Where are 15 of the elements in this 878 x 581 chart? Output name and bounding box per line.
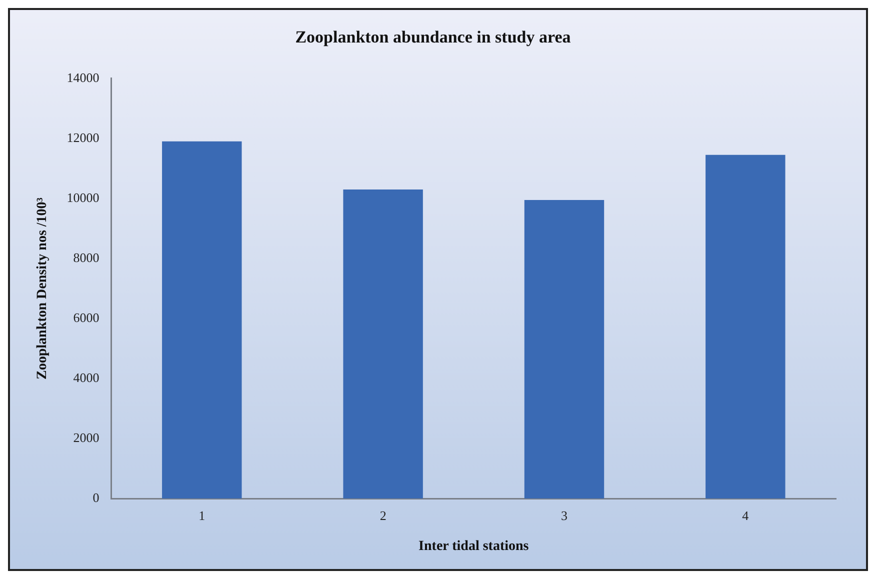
y-tick-label: 6000	[73, 310, 100, 325]
y-axis-title: Zooplankton Density nos /100³	[35, 198, 50, 380]
y-tick-label: 14000	[66, 70, 100, 85]
chart-title: Zooplankton abundance in study area	[295, 28, 572, 47]
y-tick-label: 0	[92, 490, 100, 506]
x-tick-label: 1	[198, 508, 206, 523]
y-tick-label: 10000	[66, 190, 100, 205]
y-tick-label: 4000	[73, 370, 100, 385]
x-tick-label: 2	[380, 508, 386, 523]
x-tick-label: 3	[560, 508, 568, 523]
x-axis-title: Inter tidal stations	[418, 539, 530, 554]
y-tick-label: 2000	[73, 430, 100, 445]
y-tick-label: 8000	[73, 250, 100, 265]
y-tick-label: 12000	[66, 130, 100, 145]
x-tick-label: 4	[742, 508, 750, 523]
